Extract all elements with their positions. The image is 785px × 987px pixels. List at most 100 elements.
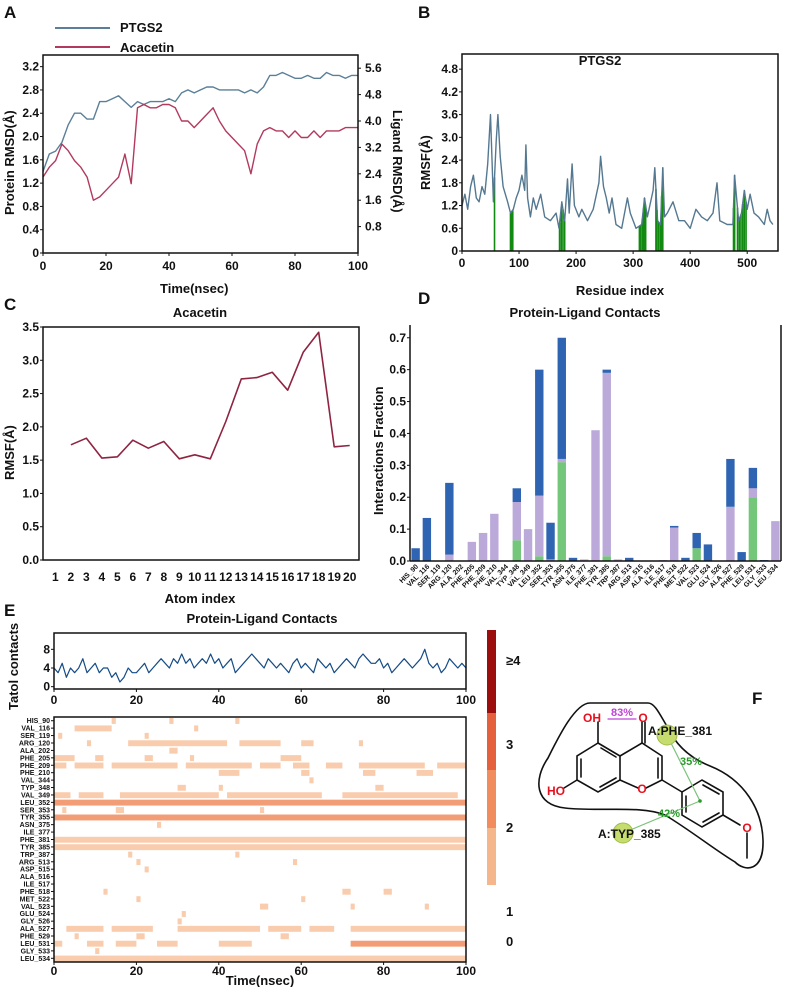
x-tick-label: 11 — [204, 570, 217, 584]
panel-label-b: B — [418, 3, 430, 22]
contact-segment-phe_205 — [95, 755, 104, 762]
residue-label-typ385: A:TYP_385 — [598, 827, 661, 841]
x-tick-label: 20 — [130, 964, 144, 978]
x-tick-label: 12 — [219, 570, 233, 584]
contact-segment-phe_210 — [363, 769, 376, 776]
y-tick-label: 0 — [451, 244, 458, 258]
residue-label: VAL_116 — [21, 726, 50, 733]
residue-label: ASP_515 — [20, 867, 50, 874]
y-axis-label-right: Ligand RMSD(Å) — [390, 110, 405, 213]
x-tick-label: 20 — [343, 570, 357, 584]
contact-segment-val_349 — [227, 792, 322, 799]
x-tick-label: 10 — [188, 570, 202, 584]
bar-segment-leu_534 — [771, 521, 780, 561]
x-tick-label: 0 — [40, 259, 47, 273]
contact-segment-ala_202 — [169, 747, 178, 754]
y-tick-label: 2.4 — [365, 167, 382, 181]
contact-segment-his_90 — [235, 718, 240, 724]
contact-segment-ala_527 — [66, 925, 104, 932]
y-tick-label: 3.2 — [365, 140, 382, 154]
contact-segment-phe_209 — [54, 762, 67, 769]
pi-pi-percent-phe381: 35% — [680, 756, 702, 768]
bar-segment-phe_381 — [591, 430, 600, 561]
y-tick-label: 3.5 — [22, 320, 39, 334]
contact-segment-ala_527 — [177, 925, 260, 932]
contact-segment-leu_531 — [350, 940, 466, 947]
x-tick-label: 20 — [130, 693, 144, 707]
contact-segment-leu_534 — [54, 955, 466, 962]
x-axis-label: Residue index — [576, 283, 665, 298]
contact-segment-phe_518 — [103, 888, 108, 895]
bar-segment-arg_513 — [625, 557, 634, 561]
contact-segment-arg_120 — [358, 740, 363, 747]
contact-segment-phe_205 — [280, 755, 302, 762]
residue-label: ILE_377 — [24, 830, 51, 837]
x-tick-label: 80 — [377, 964, 391, 978]
residue-label: LEU_352 — [20, 800, 50, 807]
colorbar-label: 2 — [506, 820, 513, 835]
panel-label-f: F — [752, 689, 762, 708]
contact-segment-phe_209 — [111, 762, 178, 769]
contact-segment-ala_527 — [350, 925, 466, 932]
contact-segment-ser_353 — [62, 807, 67, 814]
bar-segment-ala_527 — [726, 458, 735, 507]
y-tick-label: 3.6 — [441, 108, 458, 122]
residue-label: VAL_344 — [21, 778, 50, 785]
ring-centroid — [698, 799, 702, 803]
y-tick-label: 1.8 — [441, 176, 458, 190]
contact-segment-met_522 — [301, 896, 306, 903]
x-tick-label: 16 — [281, 570, 295, 584]
residue-label: ARG_513 — [19, 859, 50, 866]
y-tick-label: 0.4 — [22, 223, 39, 237]
residue-label: VAL_349 — [21, 792, 50, 799]
bar-segment-his_90 — [411, 548, 420, 561]
panel-label-d: D — [418, 289, 430, 308]
panel-e-contacts-timeline: Protein-Ligand Contacts Tatol contacts T… — [6, 611, 521, 987]
contact-segment-ala_527 — [268, 925, 302, 932]
contact-segment-leu_531 — [115, 940, 137, 947]
y-tick-label: 2.4 — [22, 106, 39, 120]
y-axis-label: Tatol contacts — [6, 623, 21, 710]
y-tick-label: 3.0 — [441, 130, 458, 144]
residue-label: GLU_524 — [20, 911, 50, 918]
x-tick-label: 100 — [456, 693, 476, 707]
contact-segment-val_349 — [119, 792, 219, 799]
y-axis-label: RMSF(Å) — [2, 425, 17, 480]
pi-pi-percent-typ385: 42% — [658, 808, 680, 820]
y-tick-label: 0.8 — [365, 220, 382, 234]
contact-segment-phe_209 — [74, 762, 104, 769]
x-tick-label: 40 — [162, 259, 176, 273]
bar-segment-tyr_355 — [557, 462, 566, 561]
legend-label-ptgs2: PTGS2 — [120, 20, 163, 35]
y-tick-label: 0.6 — [389, 363, 406, 377]
colorbar-label: 3 — [506, 737, 513, 752]
y-tick-label: 8 — [43, 642, 50, 656]
y-axis-label: Interactions Fraction — [371, 386, 386, 515]
residue-label: SER_353 — [20, 807, 50, 814]
bar-segment-phe_518 — [669, 527, 679, 561]
y-tick-label: 0.8 — [22, 199, 39, 213]
x-tick-label: 0 — [459, 256, 466, 270]
contact-segment-phe_381 — [54, 836, 466, 843]
residue-ball-phe381 — [656, 724, 678, 746]
bar-segment-glu_524 — [703, 544, 713, 561]
colorbar-segment — [487, 713, 496, 770]
bar-segment-leu_531 — [748, 467, 758, 489]
y-tick-label: 0.7 — [389, 331, 406, 345]
bar-segment-phe_529 — [737, 552, 746, 561]
contact-segment-arg_513 — [136, 859, 141, 865]
residue-label: PHE_209 — [20, 763, 50, 770]
bar-segment-arg_120 — [445, 482, 454, 555]
contact-segment-val_116 — [194, 725, 199, 732]
y-tick-label: 0.0 — [389, 554, 406, 568]
bar-segment-ser_353 — [546, 559, 555, 561]
x-tick-label: 1 — [52, 570, 59, 584]
bar-segment-leu_531 — [748, 488, 758, 498]
residue-label: PHE_381 — [20, 837, 50, 844]
contact-segment-leu_531 — [86, 940, 104, 947]
contact-segment-trp_387 — [128, 851, 133, 858]
contact-segment-phe_209 — [325, 762, 343, 769]
contact-segment-leu_531 — [54, 940, 63, 947]
y-tick-label: 4.8 — [365, 88, 382, 102]
x-tick-label: 17 — [297, 570, 311, 584]
